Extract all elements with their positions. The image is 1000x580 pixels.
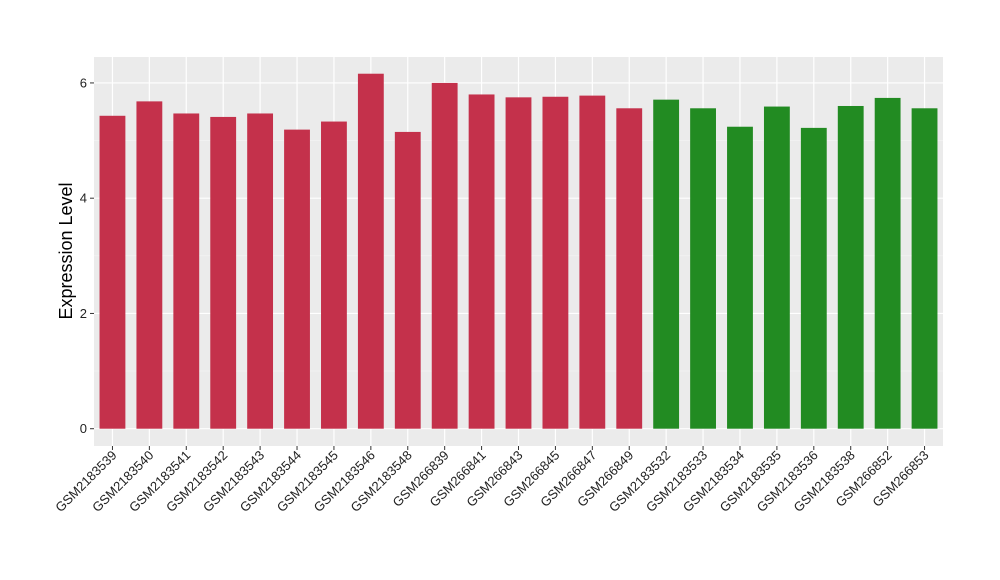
bar	[542, 96, 569, 429]
bar	[505, 97, 532, 429]
bar	[911, 108, 938, 429]
bar	[837, 105, 864, 429]
bar	[136, 101, 163, 429]
bar	[690, 108, 716, 429]
bar	[874, 97, 901, 429]
bar	[616, 108, 643, 429]
y-axis-title: Expression Level	[56, 182, 76, 319]
bar	[284, 129, 310, 429]
y-tick-label: 0	[80, 421, 87, 436]
bar	[99, 115, 126, 429]
bar	[173, 113, 200, 429]
bar	[210, 116, 237, 429]
bar	[763, 106, 790, 429]
y-tick-label: 4	[80, 191, 87, 206]
y-tick-label: 6	[80, 75, 87, 90]
bar	[321, 121, 347, 429]
bar	[653, 99, 680, 429]
bar	[394, 131, 421, 429]
bar	[357, 73, 384, 429]
bar	[431, 82, 458, 429]
bar	[579, 95, 606, 429]
bar	[247, 113, 274, 429]
y-tick-label: 2	[80, 306, 87, 321]
bar	[468, 94, 495, 429]
bar	[727, 126, 753, 429]
bar	[800, 127, 827, 429]
y-axis: 0 2 4 6	[80, 75, 94, 436]
x-axis: GSM2183539GSM2183540GSM2183541GSM2183542…	[52, 446, 932, 515]
bars	[99, 73, 938, 429]
